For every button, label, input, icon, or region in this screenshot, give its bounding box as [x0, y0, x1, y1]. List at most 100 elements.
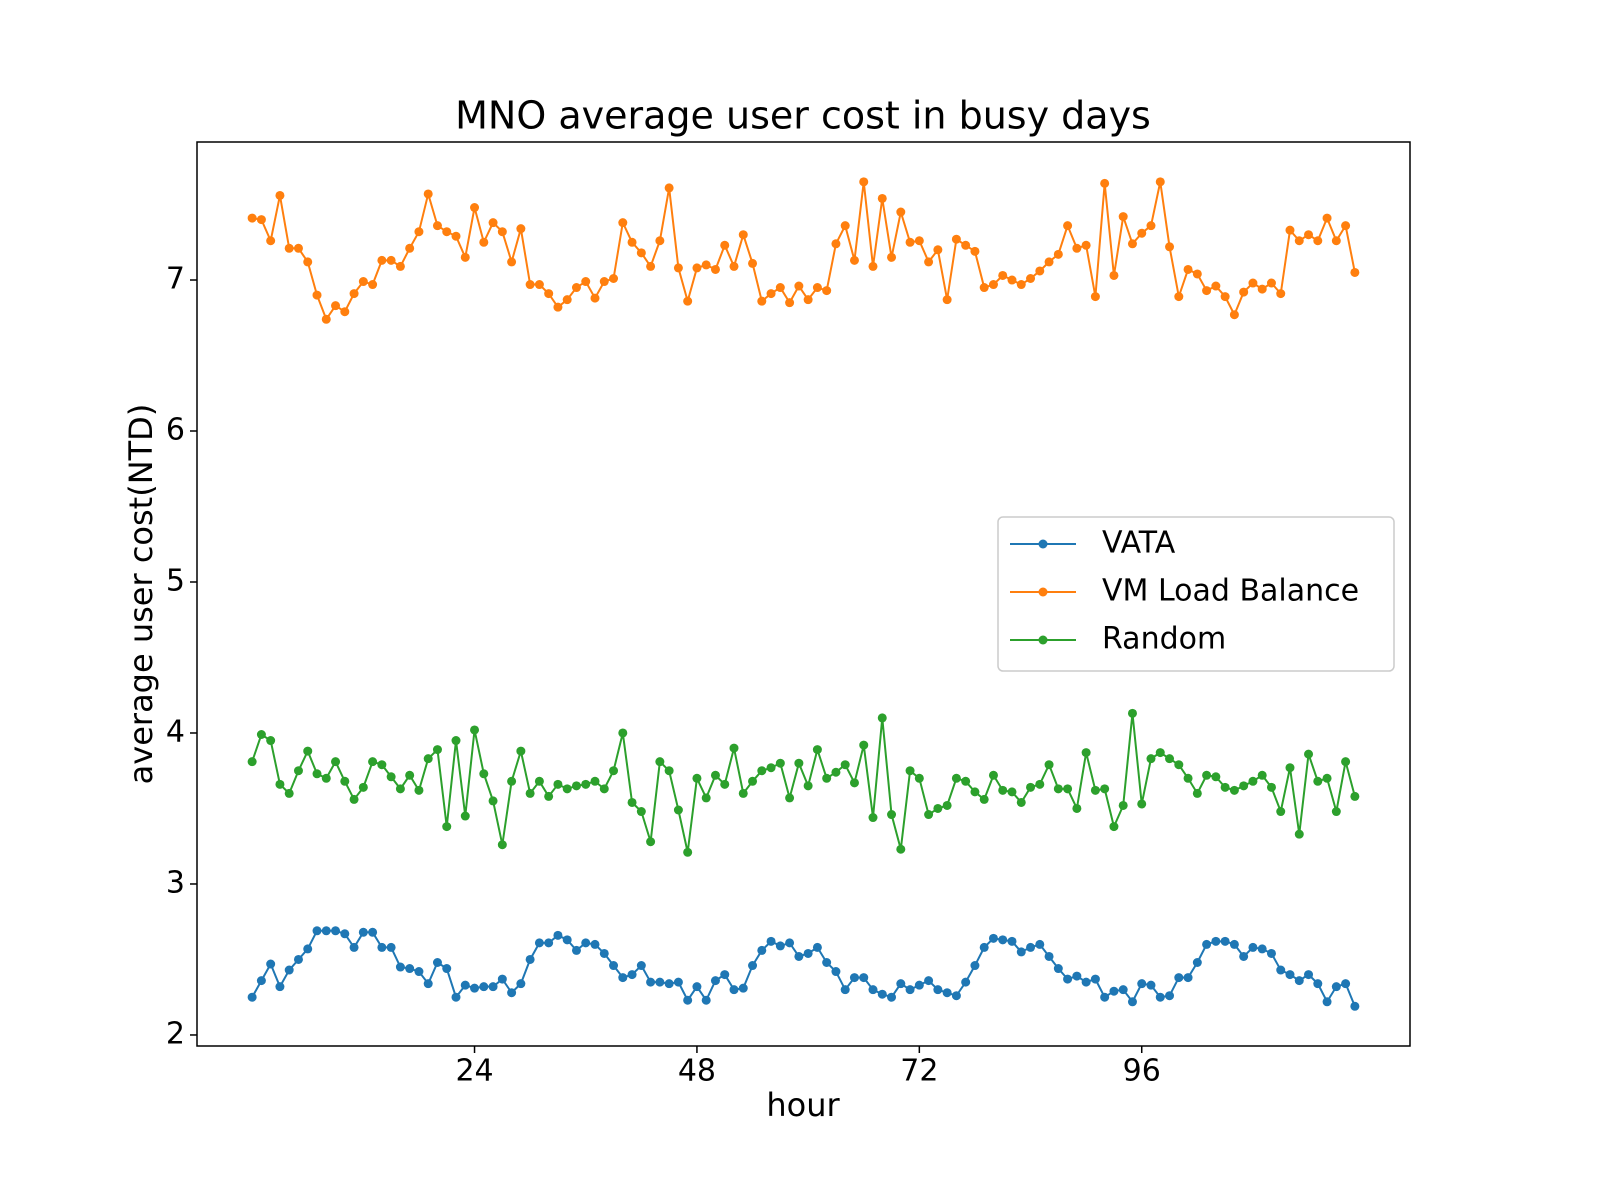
data-point [636, 961, 646, 971]
data-point [803, 948, 813, 958]
data-point [1183, 973, 1193, 983]
data-point [896, 979, 906, 989]
data-point [1146, 221, 1156, 231]
data-point [562, 935, 572, 945]
data-point [1239, 781, 1249, 791]
data-point [1035, 939, 1045, 949]
data-point [590, 776, 600, 786]
data-point [293, 766, 303, 776]
data-point [488, 982, 498, 992]
data-point [479, 982, 489, 992]
data-point [442, 822, 452, 832]
data-point [349, 794, 359, 804]
data-point [266, 736, 276, 746]
data-point [1341, 221, 1351, 231]
data-point [331, 301, 341, 311]
data-point [655, 236, 665, 246]
data-point [247, 213, 257, 223]
data-point [1285, 763, 1295, 773]
data-point [516, 979, 526, 989]
data-point [729, 261, 739, 271]
data-point [1137, 228, 1147, 238]
data-point [1063, 784, 1073, 794]
data-point [1118, 212, 1128, 222]
data-point [1174, 760, 1184, 770]
data-point [1294, 976, 1304, 986]
data-point [488, 218, 498, 228]
data-point [284, 243, 294, 253]
data-point [1165, 991, 1175, 1001]
data-point [988, 280, 998, 290]
data-point [840, 221, 850, 231]
data-point [710, 976, 720, 986]
data-point [822, 286, 832, 296]
data-point [951, 234, 961, 244]
data-point [609, 766, 619, 776]
data-point [1276, 965, 1286, 975]
data-point [998, 935, 1008, 945]
data-point [1304, 749, 1314, 759]
data-point [1294, 236, 1304, 246]
data-point [1322, 997, 1332, 1007]
data-point [1072, 803, 1082, 813]
x-axis-label: hour [766, 1086, 840, 1124]
legend-label: VATA [1102, 526, 1176, 561]
data-point [794, 951, 804, 961]
data-point [757, 296, 767, 306]
data-point [924, 810, 934, 820]
data-point [1313, 776, 1323, 786]
data-point [460, 980, 470, 990]
data-point [1331, 982, 1341, 992]
data-point [1146, 980, 1156, 990]
data-point [933, 803, 943, 813]
data-point [748, 961, 758, 971]
data-point [905, 985, 915, 995]
data-point [1090, 785, 1100, 795]
data-point [924, 257, 934, 267]
data-point [395, 784, 405, 794]
data-point [1257, 284, 1267, 294]
data-point [1063, 221, 1073, 231]
legend-label: Random [1102, 622, 1226, 657]
data-point [812, 942, 822, 952]
data-point [1016, 947, 1026, 957]
data-point [312, 290, 322, 300]
data-point [729, 985, 739, 995]
data-point [432, 958, 442, 968]
data-point [470, 203, 480, 213]
data-point [1322, 773, 1332, 783]
data-point [293, 243, 303, 253]
data-point [525, 954, 535, 964]
data-point [442, 964, 452, 974]
data-point [284, 965, 294, 975]
data-point [284, 788, 294, 798]
data-point [1109, 822, 1119, 832]
data-point [247, 992, 257, 1002]
data-point [1285, 970, 1295, 980]
data-point [1304, 230, 1314, 240]
data-point [636, 807, 646, 817]
data-point [507, 776, 517, 786]
y-tick-label: 3 [166, 865, 185, 900]
y-tick-label: 7 [166, 262, 185, 297]
data-point [618, 218, 628, 228]
data-point [738, 788, 748, 798]
data-point [868, 813, 878, 823]
data-point [618, 973, 628, 983]
data-point [1266, 782, 1276, 792]
data-point [368, 280, 378, 290]
data-point [1081, 748, 1091, 758]
data-point [312, 926, 322, 936]
data-point [1053, 784, 1063, 794]
data-point [414, 967, 424, 977]
data-point [1118, 800, 1128, 810]
data-point [1100, 992, 1110, 1002]
data-point [970, 246, 980, 256]
legend-marker [1038, 587, 1048, 597]
data-point [1229, 785, 1239, 795]
data-point [1294, 829, 1304, 839]
data-point [423, 189, 433, 199]
data-point [766, 763, 776, 773]
data-point [266, 959, 276, 969]
data-point [256, 976, 266, 986]
